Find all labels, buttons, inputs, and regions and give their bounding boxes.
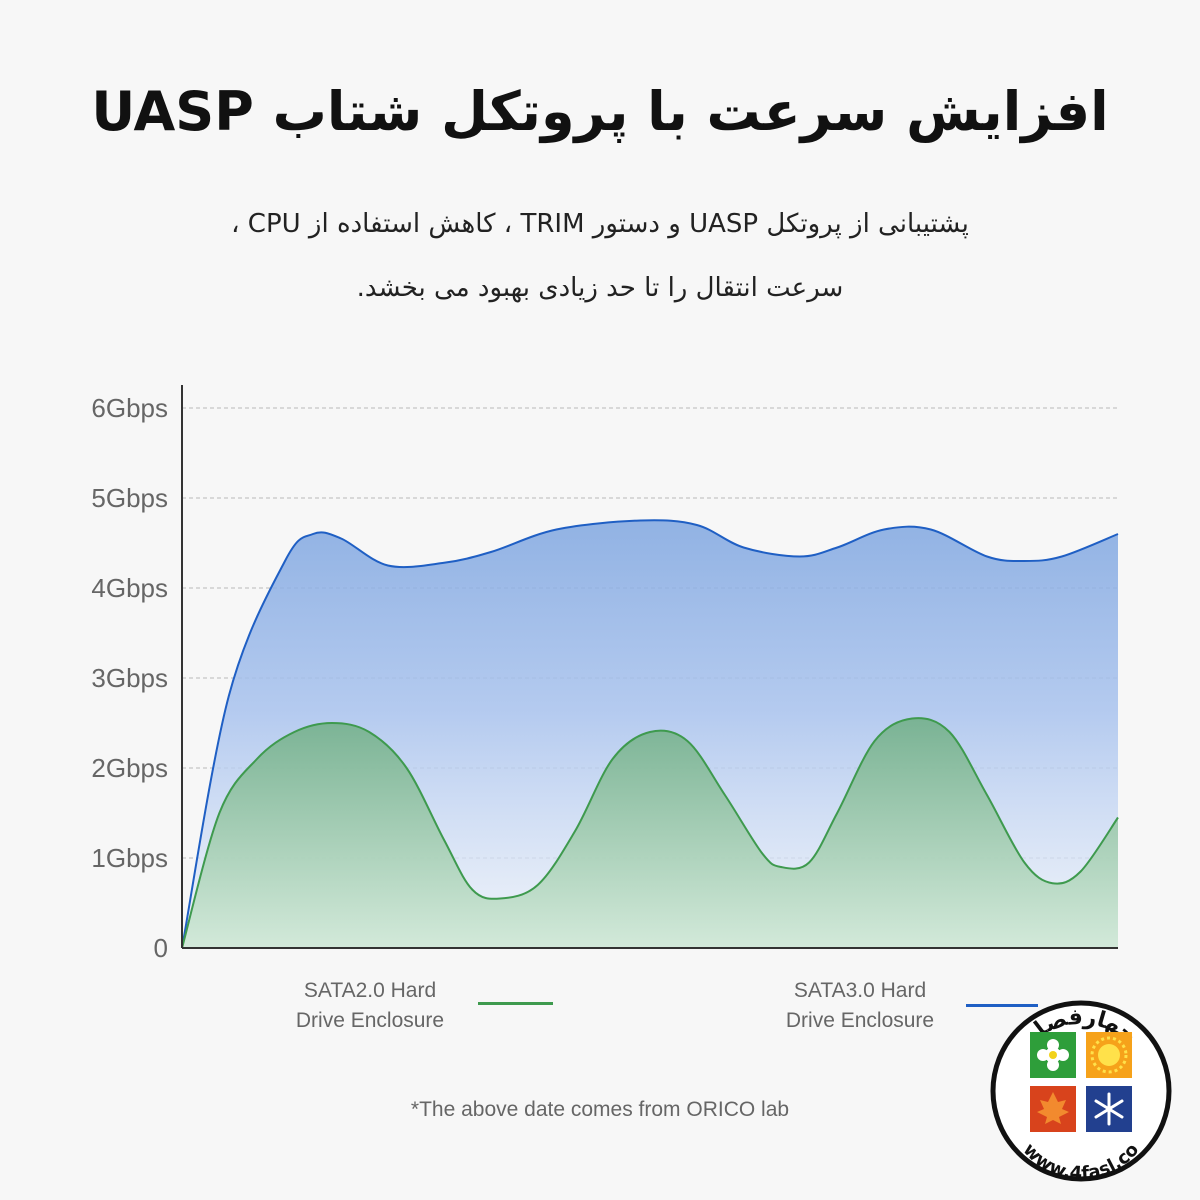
legend-sata3-swatch	[966, 1004, 1038, 1007]
sata3-data-point	[696, 524, 697, 525]
sata2-data-point	[649, 731, 650, 732]
sata2-series-line	[181, 717, 1119, 949]
page-title: افزایش سرعت با پروتکل شتاب UASP	[91, 80, 1109, 143]
sata2-data-point	[294, 731, 295, 732]
sata2-data-point	[369, 731, 370, 732]
subtitle-line-1: پشتیبانی از پروتکل UASP و دستور TRIM ، ک…	[231, 209, 969, 239]
sata2-data-point	[874, 740, 875, 741]
sata2-data-point	[1052, 883, 1053, 884]
y-tick-label: 4Gbps	[91, 573, 168, 603]
sata3-data-point	[883, 529, 884, 530]
legend-sata3-label: SATA3.0 Hard Drive Enclosure	[760, 976, 960, 1036]
sata2-area-fill	[182, 718, 1118, 948]
sata3-data-point	[930, 529, 931, 530]
logo-autumn-icon	[1030, 1086, 1076, 1132]
sata2-data-point	[809, 862, 810, 863]
sata3-data-point	[743, 547, 744, 548]
y-tick-label: 6Gbps	[91, 393, 168, 423]
subtitle-line-2: سرعت انتقال را تا حد زیادی بهبود می بخشد…	[356, 273, 844, 303]
legend-sata2-label: SATA2.0 Hard Drive Enclosure	[270, 976, 470, 1036]
footnote: *The above date comes from ORICO lab	[410, 1098, 790, 1121]
sata2-data-point	[1080, 871, 1081, 872]
sata3-data-point	[1024, 560, 1025, 561]
legend-sata2-line1: SATA2.0 Hard	[303, 979, 437, 1002]
sata2-data-point	[687, 740, 688, 741]
sata2-data-point	[1024, 862, 1025, 863]
y-tick-label: 3Gbps	[91, 663, 168, 693]
page-subtitle: پشتیبانی از پروتکل UASP و دستور TRIM ، ک…	[150, 192, 1050, 320]
sata2-data-point	[331, 722, 332, 723]
y-tick-label: 2Gbps	[91, 753, 168, 783]
sata2-data-point	[837, 812, 838, 813]
sata2-data-point	[1117, 817, 1118, 818]
sata2-data-point	[949, 731, 950, 732]
logo-spring-icon	[1030, 1032, 1076, 1078]
sata2-data-point	[724, 794, 725, 795]
axis-layer	[181, 385, 1118, 949]
sata3-data-point	[490, 551, 491, 552]
y-tick-label: 1Gbps	[91, 843, 168, 873]
sata2-data-point	[219, 812, 220, 813]
legend-sata3-line2: Drive Enclosure	[785, 1009, 935, 1032]
sata3-data-point	[228, 695, 229, 696]
sata3-data-point	[799, 556, 800, 557]
sata3-data-point	[341, 538, 342, 539]
area-layer	[181, 519, 1119, 949]
sata3-data-point	[444, 562, 445, 563]
sata2-data-point	[406, 767, 407, 768]
legend-sata2-line2: Drive Enclosure	[295, 1009, 445, 1032]
chaharfasl-logo: چهارفصل www.4fasl.co	[990, 1000, 1172, 1184]
sata2-data-point	[500, 898, 501, 899]
sata3-data-point	[986, 556, 987, 557]
sata2-data-point	[444, 839, 445, 840]
sata3-data-point	[1061, 556, 1062, 557]
sata2-data-point	[537, 884, 538, 885]
sata3-data-point	[1117, 533, 1118, 534]
sata2-data-point	[912, 718, 913, 719]
sata2-data-point	[762, 853, 763, 854]
sata3-data-point	[640, 520, 641, 521]
sata2-data-point	[780, 866, 781, 867]
logo-ring	[990, 1000, 1172, 1182]
sata3-data-point	[312, 533, 313, 534]
y-tick-label: 5Gbps	[91, 483, 168, 513]
sata3-data-point	[284, 560, 285, 561]
sata3-data-point	[837, 547, 838, 548]
sata2-data-point	[612, 758, 613, 759]
y-tick-labels: 0 1Gbps 2Gbps 3Gbps 4Gbps 5Gbps 6Gbps	[91, 393, 168, 963]
sata2-data-point	[472, 889, 473, 890]
sata2-data-point	[575, 830, 576, 831]
legend-sata2-swatch	[478, 1002, 553, 1005]
logo-summer-icon	[1086, 1032, 1132, 1078]
sata2-data-point	[986, 794, 987, 795]
sata3-data-point	[387, 565, 388, 566]
sata2-data-point	[256, 758, 257, 759]
logo-winter-icon	[1086, 1086, 1132, 1132]
sata3-data-point	[556, 529, 557, 530]
legend-sata3-line1: SATA3.0 Hard	[793, 979, 927, 1002]
y-tick-label: 0	[154, 933, 168, 963]
sata3-series-line	[181, 519, 1119, 949]
